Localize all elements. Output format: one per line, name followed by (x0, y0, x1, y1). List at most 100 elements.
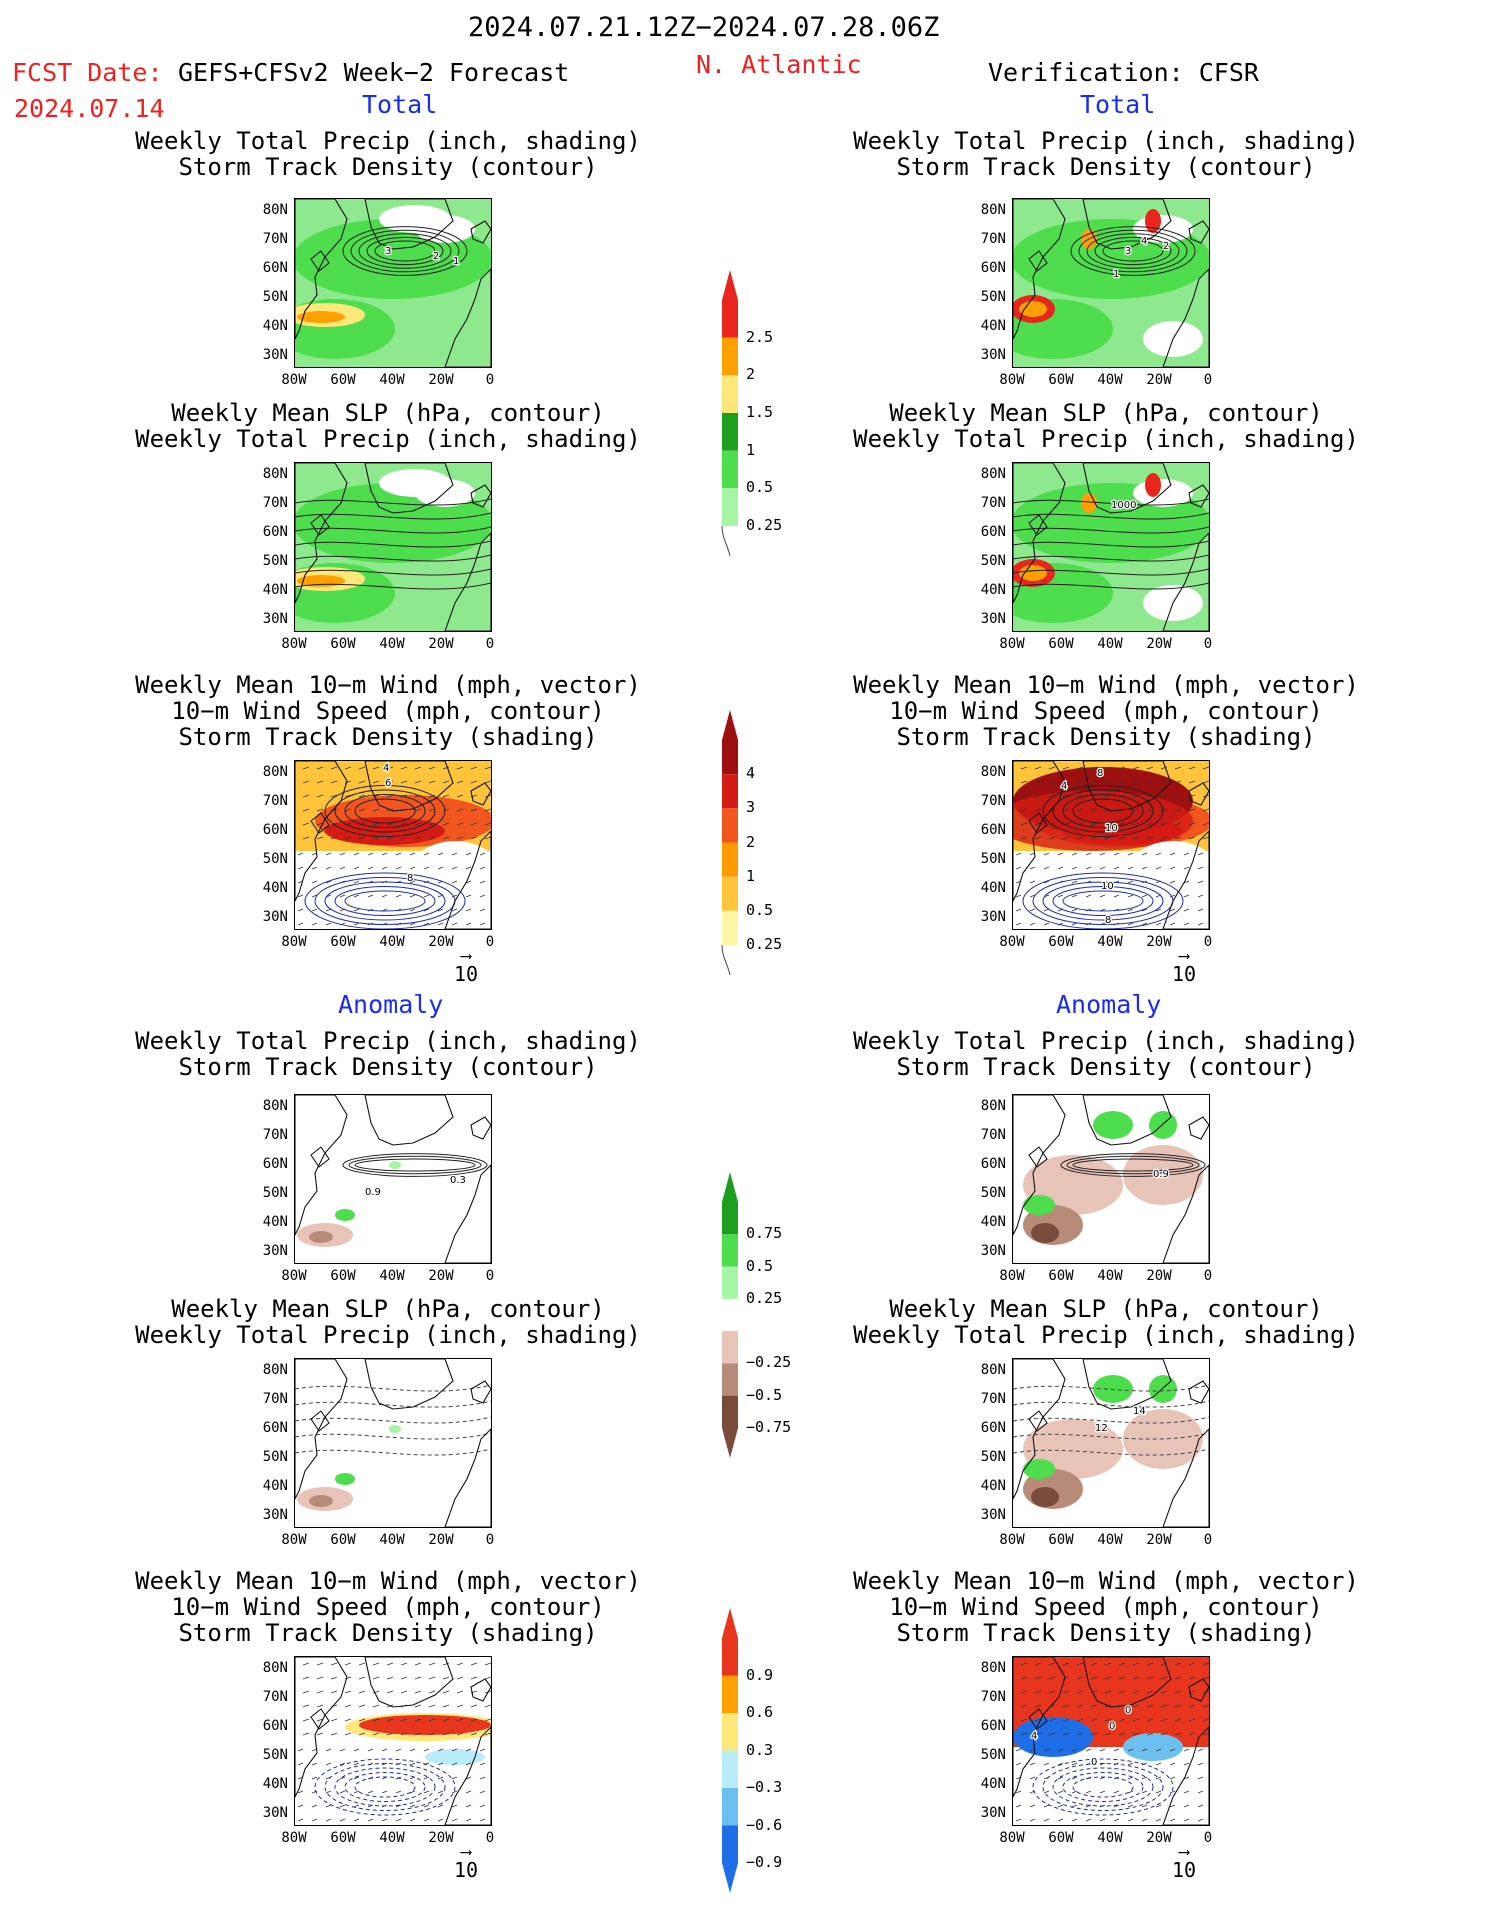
wind-vector (1015, 908, 1022, 912)
contour-label: 14 (1133, 1406, 1146, 1417)
coastline (1162, 1428, 1209, 1527)
wind-vector (456, 1676, 464, 1680)
wind-vector (1043, 866, 1050, 870)
wind-vector (1197, 1818, 1204, 1822)
wind-vector (358, 1676, 366, 1680)
lon-tick-label: 80W (281, 636, 307, 652)
wind-vector (325, 1748, 332, 1752)
colorbar-segment (722, 740, 738, 775)
wind-vector (1099, 852, 1106, 856)
wind-vector (484, 780, 491, 784)
wind-vector (442, 1732, 450, 1736)
wind-vector (1127, 1790, 1134, 1794)
wind-vector (316, 836, 324, 840)
wind-vector (1141, 852, 1148, 856)
wind-vector (1169, 894, 1176, 898)
wind-vector (325, 852, 332, 856)
wind-vector (1029, 1776, 1036, 1780)
colorbar-segment (722, 1638, 738, 1676)
wind-vector (451, 880, 458, 884)
wind-vector (428, 1732, 436, 1736)
wind-vector (1062, 1704, 1070, 1708)
wind-vector (372, 1718, 380, 1722)
contour-line (1013, 1400, 1209, 1408)
contour-line (1086, 233, 1180, 269)
wind-vector (1174, 1718, 1182, 1722)
coastline (310, 1410, 330, 1432)
contour-label: 4 (1061, 781, 1067, 792)
lat-tick-label: 40N (980, 880, 1006, 896)
contour-line (1078, 229, 1188, 273)
section-total-right: Total (1080, 90, 1156, 119)
wind-vector (367, 1804, 374, 1808)
colorbar-label: 2.5 (746, 327, 774, 346)
wind-vector (297, 908, 304, 912)
contour-label: 1 (453, 256, 459, 267)
coastline (310, 1708, 330, 1730)
coastline (1028, 514, 1048, 536)
contour-label: 6 (385, 778, 391, 789)
coastline (295, 1095, 348, 1236)
wind-vector (1160, 808, 1168, 812)
wind-vector (386, 1690, 394, 1694)
lon-tick-label: 40W (1097, 1830, 1123, 1846)
wind-vector (1076, 780, 1084, 784)
colorbar-label: −0.9 (746, 1853, 783, 1871)
wind-vector (1118, 766, 1126, 770)
wind-vector (1202, 1662, 1209, 1666)
wind-vector (451, 1790, 458, 1794)
shading-area (1123, 841, 1209, 921)
wind-vector (409, 1762, 416, 1766)
wind-vector (1127, 1804, 1134, 1808)
wind-vector (1155, 1804, 1162, 1808)
contour-label: 0.9 (365, 1187, 381, 1198)
wind-vector (1118, 836, 1126, 840)
wind-vector (330, 766, 338, 770)
wind-vector (1118, 1718, 1126, 1722)
panel-title: Weekly Mean SLP (hPa, contour) (171, 399, 605, 427)
shading-area (1149, 1375, 1177, 1403)
colorbar-label: 0.6 (746, 1703, 774, 1721)
panel-title: 10−m Wind Speed (mph, contour) (171, 697, 605, 725)
wind-vector (1141, 1818, 1148, 1822)
contour-line (1013, 1448, 1209, 1456)
wind-vector (442, 1662, 450, 1666)
wind-vector (1146, 780, 1154, 784)
wind-vector (1132, 1718, 1140, 1722)
wind-vector (1132, 836, 1140, 840)
wind-vector (316, 808, 324, 812)
wind-vector (1188, 780, 1196, 784)
wind-vector (437, 852, 444, 856)
vector-reference: ⟶ 10 (1164, 948, 1204, 987)
colorbar-segment (722, 774, 738, 809)
contour-line (1072, 1776, 1134, 1798)
wind-vector (484, 1704, 491, 1708)
lon-tick-label: 40W (379, 1830, 405, 1846)
wind-vector (1155, 1776, 1162, 1780)
contour-line (1013, 554, 1209, 562)
lon-tick-label: 80W (999, 1268, 1025, 1284)
colorbar-label: 2 (746, 832, 756, 851)
wind-vector (479, 852, 486, 856)
lon-tick-label: 80W (281, 1532, 307, 1548)
colorbar-segment (722, 337, 738, 376)
wind-vector (1090, 1690, 1098, 1694)
colorbar-segment (722, 1395, 738, 1428)
wind-vector (442, 1718, 450, 1722)
wind-vector (428, 794, 436, 798)
coastline (444, 830, 491, 929)
wind-vector (423, 1818, 430, 1822)
lat-tick-label: 50N (262, 1449, 288, 1465)
shading-area (379, 469, 451, 497)
colorbar-segment (722, 1202, 738, 1235)
wind-vector (1202, 836, 1209, 840)
coastline (364, 1359, 454, 1410)
wind-vector (353, 866, 360, 870)
lat-tick-label: 80N (262, 1098, 288, 1114)
wind-vector (451, 852, 458, 856)
wind-vector (428, 780, 436, 784)
wind-vector (1141, 1776, 1148, 1780)
lat-tick-label: 70N (980, 793, 1006, 809)
wind-vector (1169, 880, 1176, 884)
